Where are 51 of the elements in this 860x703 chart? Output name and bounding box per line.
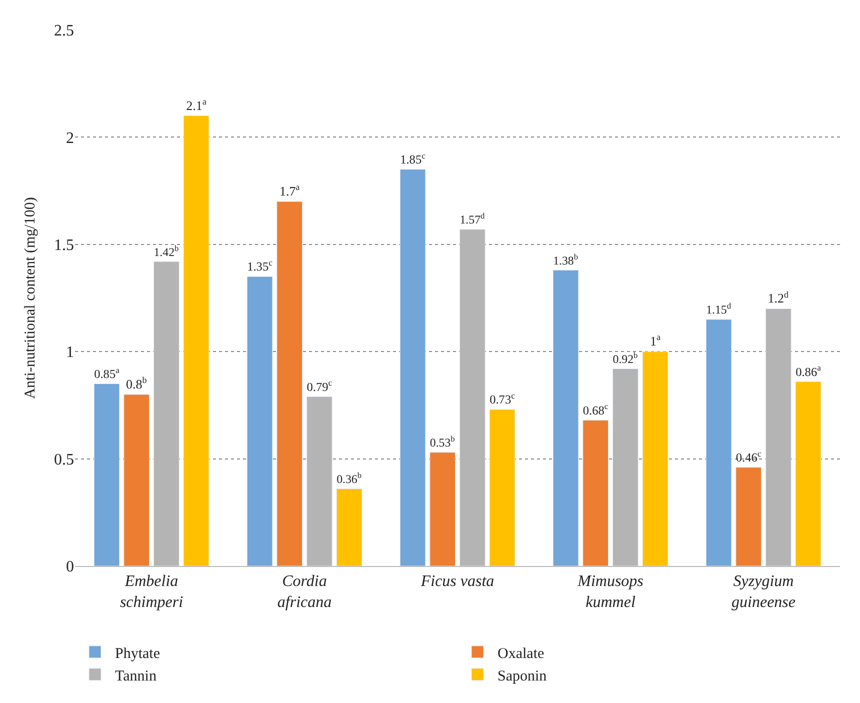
x-tick-label: Ficus vasta bbox=[420, 573, 494, 590]
legend-label: Tannin bbox=[115, 668, 157, 684]
data-label: 1$^{a}$ bbox=[650, 332, 661, 349]
data-label: 0.46$^{c}$ bbox=[736, 448, 762, 465]
y-tick-label: 1.5 bbox=[54, 237, 74, 254]
data-label: 1.42$^{b}$ bbox=[154, 244, 179, 259]
bar bbox=[94, 384, 120, 566]
data-label: 0.79$^{c}$ bbox=[306, 378, 332, 394]
bar bbox=[124, 394, 150, 566]
y-tick-label: 2.5 bbox=[54, 22, 74, 40]
bar bbox=[795, 381, 822, 566]
bar bbox=[276, 201, 303, 566]
bar bbox=[489, 409, 516, 566]
bar bbox=[736, 467, 762, 566]
y-tick-label: 1 bbox=[66, 344, 74, 362]
bar bbox=[642, 351, 668, 566]
bar bbox=[552, 270, 579, 566]
y-axis-title: Anti-nutritional content (mg/100) bbox=[22, 197, 38, 399]
data-label: 1.7$^{a}$ bbox=[279, 182, 300, 199]
y-tick-label: 0 bbox=[66, 558, 74, 576]
data-label: 1.15$^{d}$ bbox=[706, 302, 732, 317]
data-label: 2.1$^{a}$ bbox=[186, 96, 206, 113]
data-label: 0.53$^{b}$ bbox=[430, 434, 455, 450]
data-label: 0.73$^{c}$ bbox=[490, 390, 516, 407]
x-tick-label: Embelia schimperi bbox=[120, 573, 184, 611]
data-label: 0.86$^{a}$ bbox=[796, 362, 822, 379]
data-label: 1.85$^{c}$ bbox=[400, 150, 426, 167]
bar bbox=[582, 420, 609, 566]
bar bbox=[400, 169, 426, 566]
data-label: 1.57$^{d}$ bbox=[460, 212, 486, 227]
x-tick-label: Mimusops kummel bbox=[576, 573, 644, 611]
data-label: 0.36$^{b}$ bbox=[336, 471, 362, 486]
data-label: 1.38$^{b}$ bbox=[553, 252, 578, 268]
data-label: 1.35$^{c}$ bbox=[247, 258, 273, 274]
y-tick-label: 2 bbox=[66, 130, 74, 147]
bar bbox=[706, 319, 732, 566]
bar bbox=[336, 488, 362, 566]
x-tick-label: Cordia africana bbox=[277, 573, 332, 611]
bar bbox=[183, 116, 210, 566]
legend-label: Saponin bbox=[498, 668, 548, 684]
legend-label: Phytate bbox=[115, 646, 160, 662]
x-tick-label: Syzygium guineense bbox=[732, 573, 796, 611]
data-label: 0.85$^{a}$ bbox=[94, 364, 120, 381]
data-label: 1.2$^{d}$ bbox=[768, 289, 790, 306]
data-label: 0.8$^{b}$ bbox=[126, 375, 148, 392]
legend-label: Oxalate bbox=[498, 646, 544, 662]
bar bbox=[246, 276, 273, 566]
bar bbox=[430, 452, 456, 566]
y-tick-label: 0.5 bbox=[54, 451, 74, 468]
data-label: 0.68$^{c}$ bbox=[582, 401, 608, 418]
data-label: 0.92$^{b}$ bbox=[612, 351, 638, 366]
